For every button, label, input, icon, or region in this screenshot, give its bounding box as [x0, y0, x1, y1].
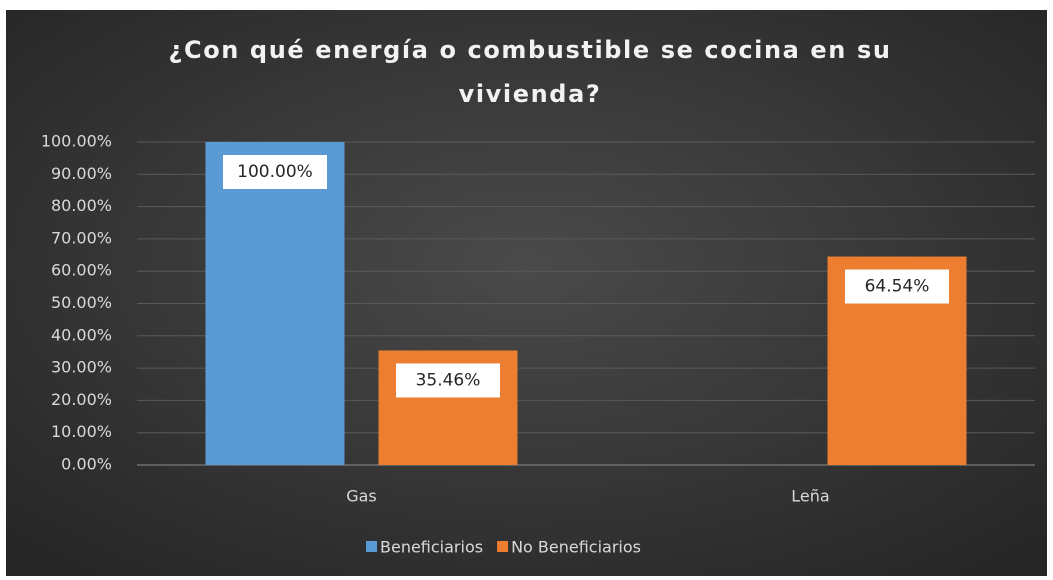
data-label-box [845, 269, 949, 304]
data-label: 64.54% [865, 277, 930, 297]
legend-swatch [366, 541, 377, 552]
y-tick-label: 50.00% [51, 293, 112, 312]
y-tick-label: 60.00% [51, 261, 112, 280]
legend-swatch [497, 541, 509, 552]
data-label-box [223, 155, 327, 189]
y-tick-label: 100.00% [41, 132, 112, 151]
y-tick-label: 80.00% [51, 196, 112, 215]
data-label: 35.46% [416, 370, 481, 390]
y-tick-label: 10.00% [51, 422, 112, 441]
y-tick-label: 30.00% [51, 358, 112, 377]
y-tick-label: 0.00% [61, 455, 112, 474]
x-tick-label: Gas [346, 487, 377, 506]
y-tick-label: 40.00% [51, 325, 112, 344]
y-tick-label: 20.00% [51, 390, 112, 409]
data-label: 100.00% [237, 162, 313, 182]
y-tick-label: 70.00% [51, 228, 112, 247]
x-tick-label: Leña [791, 487, 829, 506]
legend-label: No Beneficiarios [511, 538, 641, 557]
chart-title: ¿Con qué energía o combustible se cocina… [168, 36, 892, 108]
legend-label: Beneficiarios [380, 538, 483, 557]
bar [205, 142, 345, 465]
data-label-box [396, 363, 500, 398]
y-tick-label: 90.00% [51, 164, 112, 183]
